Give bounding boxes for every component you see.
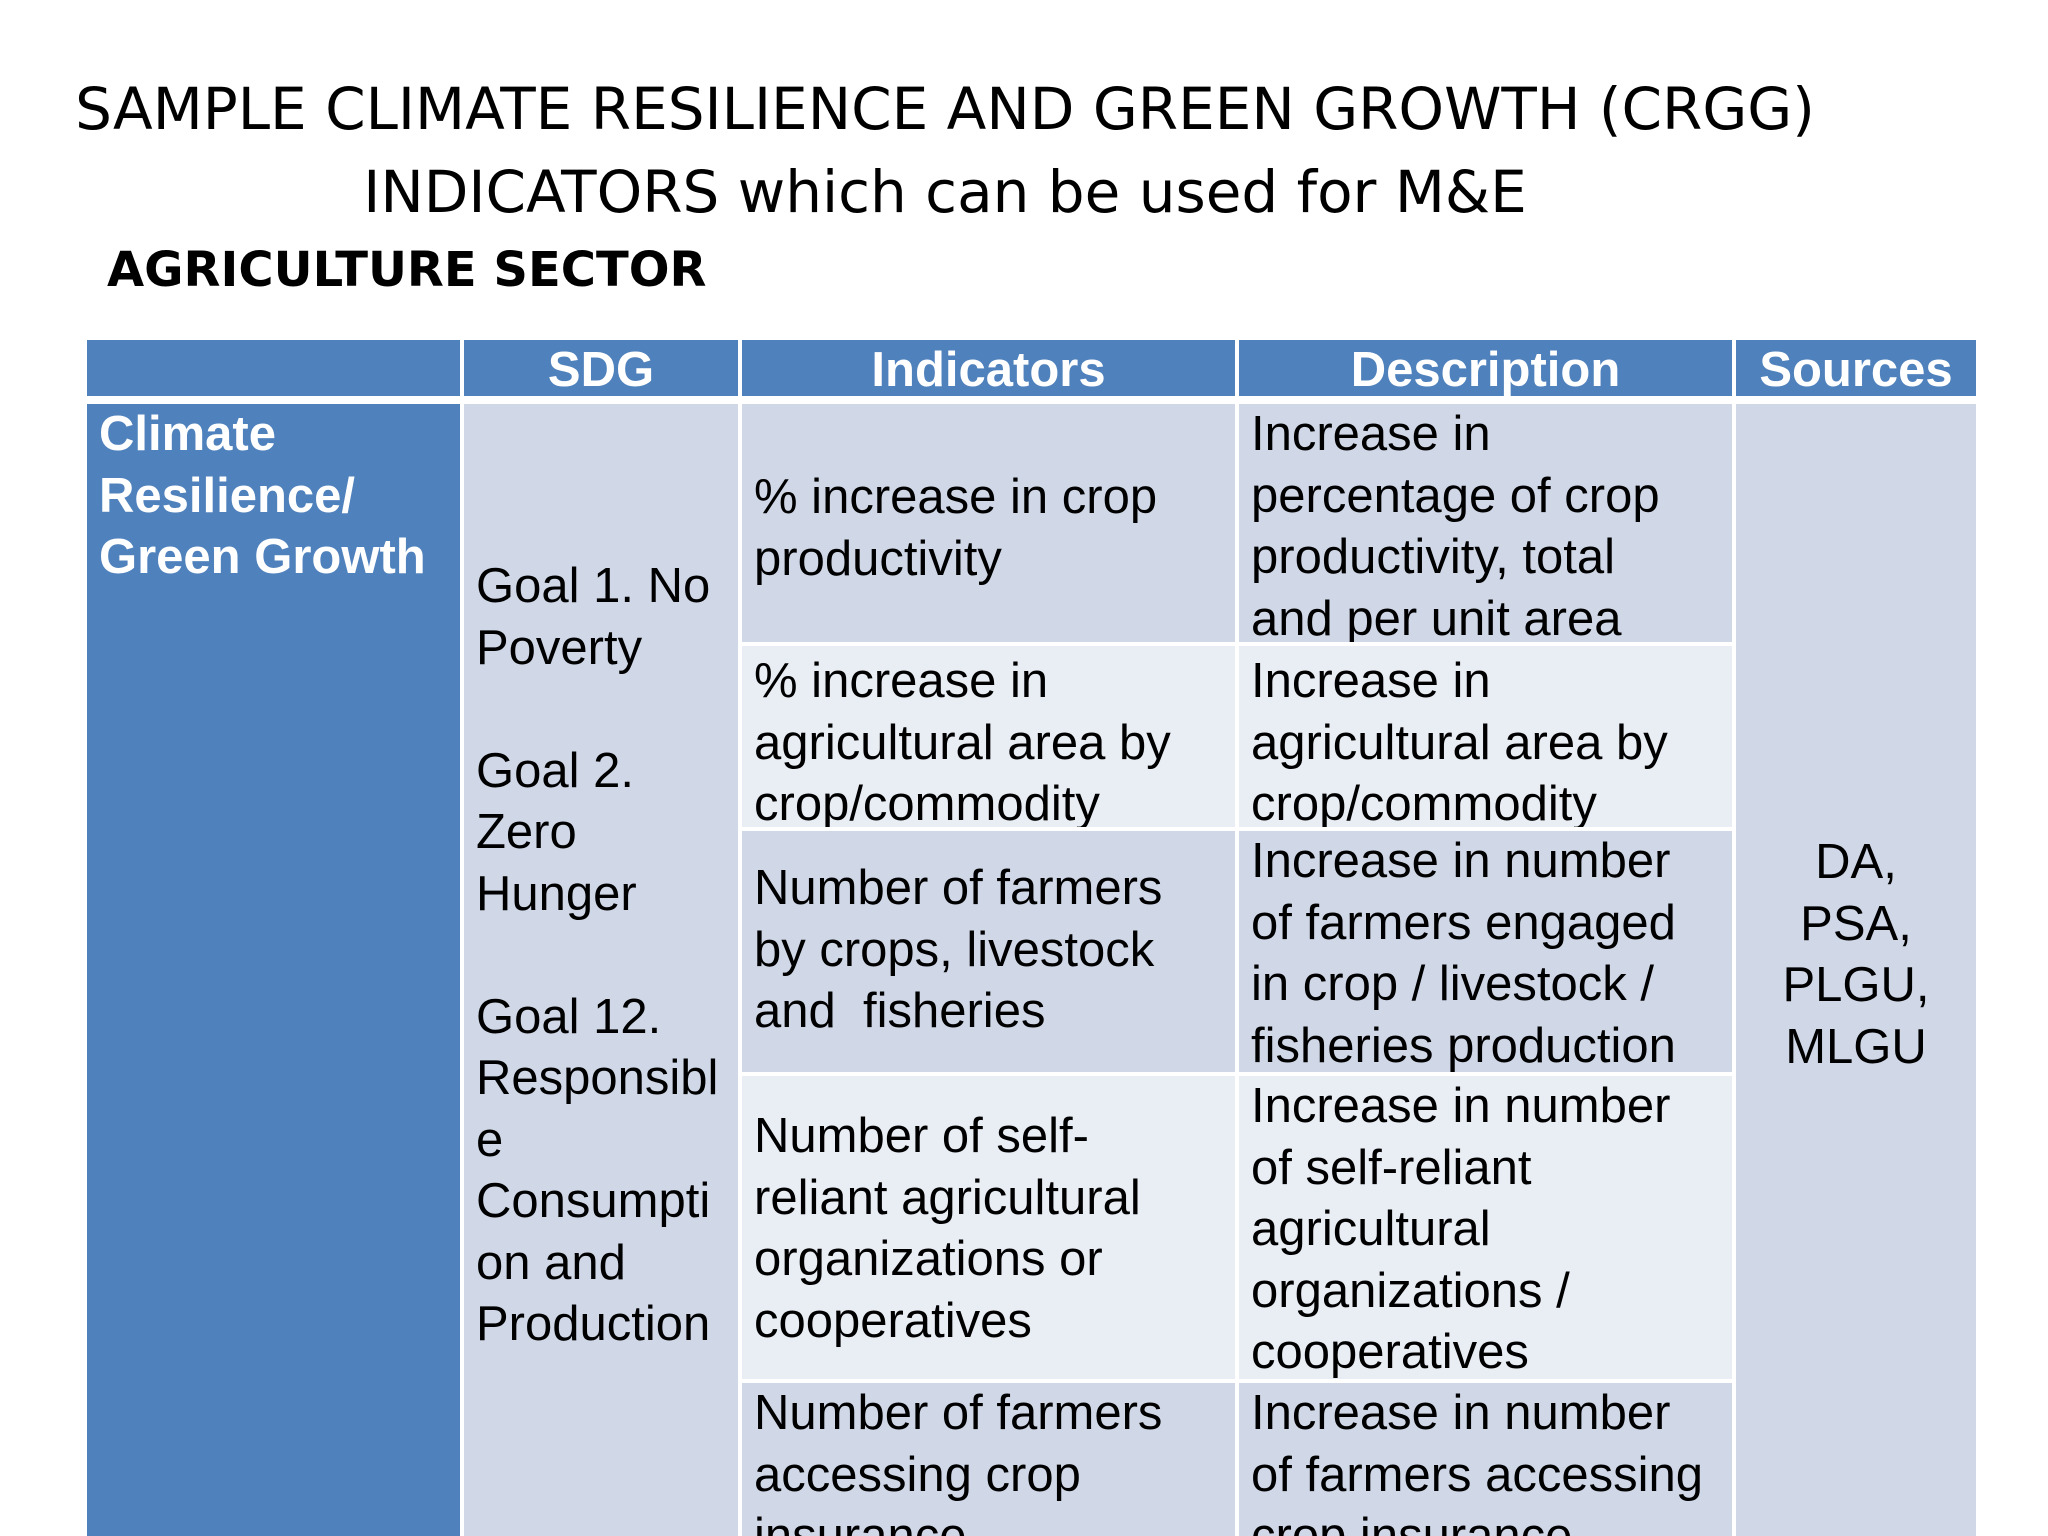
description-line: and per unit area (1251, 591, 1622, 643)
indicator-line: and fisheries (754, 984, 1046, 1038)
header-blank (87, 340, 460, 396)
indicator-line: accessing crop (754, 1447, 1081, 1502)
sources-line: PSA, (1800, 896, 1912, 951)
indicator-line: cooperatives (754, 1293, 1032, 1348)
indicator-cell: Number of farmers accessing crop insuran… (742, 1383, 1235, 1536)
sdg-line: Production (476, 1297, 711, 1351)
description-line: of farmers accessing (1251, 1447, 1704, 1502)
indicator-line: Number of self- (754, 1109, 1089, 1163)
indicator-line: agricultural area by (754, 715, 1171, 770)
description-cell: Increase in number of self-reliant agric… (1239, 1076, 1732, 1379)
sdg-line: on and (476, 1235, 626, 1290)
description-line: Increase in (1251, 654, 1491, 708)
sources-line: PLGU, (1782, 958, 1930, 1012)
indicator-cell: Number of self- reliant agricultural org… (742, 1076, 1235, 1379)
indicator-line: crop/commodity (754, 777, 1100, 827)
header-indicators: Indicators (742, 340, 1235, 396)
slide-title-line-2: INDICATORS which can be used for M&E (363, 158, 1527, 226)
description-line: Increase in (1251, 407, 1491, 461)
sdg-line: Responsibl (476, 1051, 719, 1105)
description-cell: Increase in percentage of crop productiv… (1239, 404, 1732, 642)
indicator-line: insurance (754, 1509, 967, 1536)
sdg-cell: Goal 1. No Poverty Goal 2. Zero Hunger G… (464, 404, 738, 1536)
description-line: Increase in number (1251, 834, 1671, 888)
sources-cell: DA, PSA, PLGU, MLGU (1736, 404, 1976, 1536)
sources-line: DA, (1815, 835, 1897, 889)
indicator-line: reliant agricultural (754, 1170, 1141, 1225)
sources-line: MLGU (1785, 1019, 1927, 1074)
indicator-cell: % increase in crop productivity (742, 404, 1235, 642)
category-line: Resilience/ (99, 468, 356, 523)
description-line: in crop / livestock / (1251, 957, 1655, 1011)
description-line: of farmers engaged (1251, 895, 1676, 950)
indicator-line: Number of farmers (754, 861, 1163, 915)
sdg-line (476, 925, 728, 987)
category-line: Climate (99, 407, 277, 461)
description-line: cooperatives (1251, 1325, 1529, 1379)
indicator-line: by crops, livestock (754, 922, 1155, 977)
indicator-line: % increase in (754, 654, 1049, 708)
sdg-line: Hunger (476, 866, 637, 921)
slide-title-line-1: SAMPLE CLIMATE RESILIENCE AND GREEN GROW… (75, 75, 1815, 143)
description-line: fisheries production (1251, 1018, 1676, 1073)
description-line: productivity, total (1251, 530, 1616, 584)
sdg-line: e (476, 1112, 504, 1167)
description-cell: Increase in number of farmers accessing … (1239, 1383, 1732, 1536)
sector-heading: AGRICULTURE SECTOR (107, 242, 707, 298)
header-description: Description (1239, 340, 1732, 396)
description-cell: Increase in number of farmers engaged in… (1239, 831, 1732, 1072)
category-cell: Climate Resilience/ Green Growth (87, 404, 460, 1536)
description-cell: Increase in agricultural area by crop/co… (1239, 646, 1732, 827)
indicator-cell: % increase in agricultural area by crop/… (742, 646, 1235, 827)
description-line: crop insurance (1251, 1509, 1573, 1536)
sdg-line: Consumpti (476, 1174, 711, 1228)
header-sources: Sources (1736, 340, 1976, 396)
sdg-line: Zero (476, 805, 577, 859)
description-line: crop/commodity (1251, 777, 1597, 827)
description-line: Increase in number (1251, 1079, 1671, 1133)
description-line: of self-reliant (1251, 1140, 1532, 1195)
sdg-line: Goal 1. No (476, 559, 711, 613)
description-line: Increase in number (1251, 1386, 1671, 1440)
indicator-cell: Number of farmers by crops, livestock an… (742, 831, 1235, 1072)
indicator-line: % increase in crop (754, 470, 1158, 524)
indicator-line: productivity (754, 531, 1002, 586)
sdg-line: Goal 12. (476, 989, 662, 1044)
sdg-line: Goal 2. (476, 743, 634, 798)
category-line: Green Growth (99, 530, 426, 584)
sdg-line: Poverty (476, 620, 643, 675)
indicator-line: Number of farmers (754, 1386, 1163, 1440)
header-sdg: SDG (464, 340, 738, 396)
description-line: agricultural area by (1251, 715, 1668, 770)
sdg-line (476, 679, 728, 741)
indicator-line: organizations or (754, 1232, 1103, 1286)
description-line: agricultural (1251, 1202, 1491, 1256)
description-line: percentage of crop (1251, 468, 1660, 523)
description-line: organizations / (1251, 1263, 1570, 1318)
